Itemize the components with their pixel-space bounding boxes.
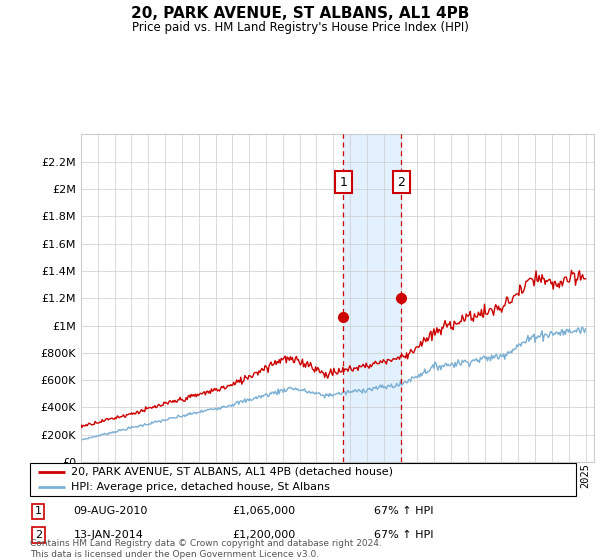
Text: 09-AUG-2010: 09-AUG-2010 [74,506,148,516]
FancyBboxPatch shape [30,463,576,496]
Text: 1: 1 [35,506,41,516]
Text: 20, PARK AVENUE, ST ALBANS, AL1 4PB: 20, PARK AVENUE, ST ALBANS, AL1 4PB [131,6,469,21]
Text: 67% ↑ HPI: 67% ↑ HPI [374,530,433,540]
Text: Price paid vs. HM Land Registry's House Price Index (HPI): Price paid vs. HM Land Registry's House … [131,21,469,34]
Text: Contains HM Land Registry data © Crown copyright and database right 2024.
This d: Contains HM Land Registry data © Crown c… [30,539,382,559]
Text: 1: 1 [340,176,347,189]
Text: HPI: Average price, detached house, St Albans: HPI: Average price, detached house, St A… [71,482,330,492]
Text: 20, PARK AVENUE, ST ALBANS, AL1 4PB (detached house): 20, PARK AVENUE, ST ALBANS, AL1 4PB (det… [71,467,393,477]
Text: 67% ↑ HPI: 67% ↑ HPI [374,506,433,516]
Text: £1,200,000: £1,200,000 [232,530,295,540]
Text: 2: 2 [397,176,405,189]
Bar [343,134,401,462]
Text: 2: 2 [35,530,42,540]
Text: £1,065,000: £1,065,000 [232,506,295,516]
Text: 13-JAN-2014: 13-JAN-2014 [74,530,143,540]
